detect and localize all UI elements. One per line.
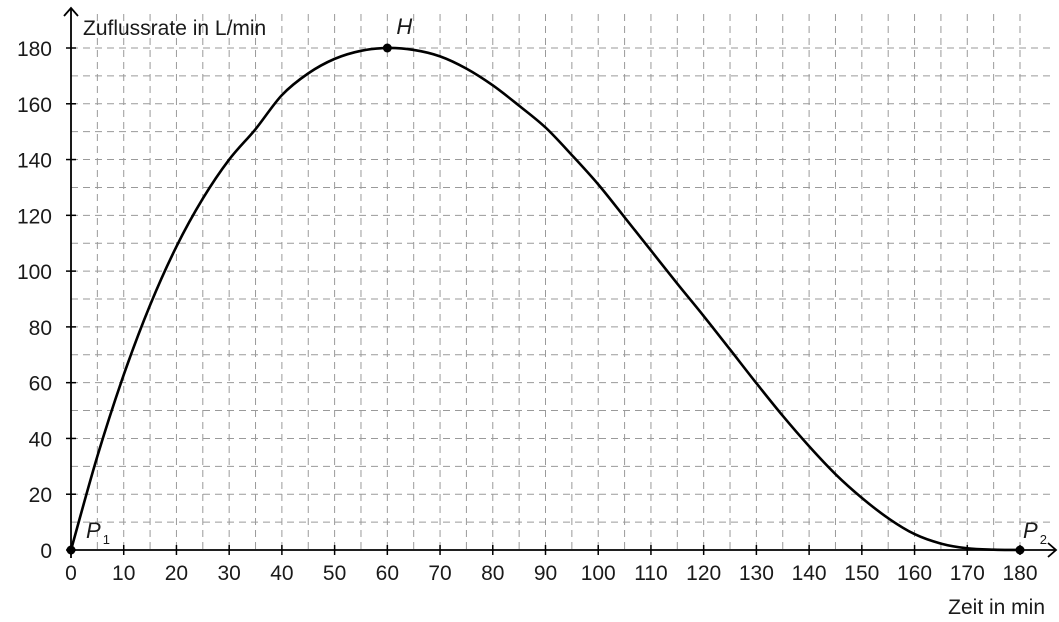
y-tick-label: 160 — [17, 94, 52, 117]
x-tick-label: 140 — [792, 562, 827, 585]
x-tick-label: 40 — [270, 562, 293, 585]
y-tick-label: 140 — [17, 150, 52, 173]
x-axis-label: Zeit in min — [948, 596, 1045, 619]
x-tick-label: 60 — [376, 562, 399, 585]
y-tick-labels: 0 20 40 60 80 100 120 140 160 180 — [17, 38, 52, 563]
x-tick-label: 150 — [844, 562, 879, 585]
x-tick-label: 170 — [950, 562, 985, 585]
x-tick-label: 10 — [112, 562, 135, 585]
x-tick-label: 70 — [428, 562, 451, 585]
x-tick-label: 90 — [534, 562, 557, 585]
y-axis-arrow — [63, 6, 79, 17]
y-axis-label: Zuflussrate in L/min — [83, 17, 266, 40]
x-tick-label: 160 — [897, 562, 932, 585]
point-label: H — [396, 14, 412, 39]
x-tick-label: 50 — [323, 562, 346, 585]
point-marker — [1015, 545, 1025, 555]
x-tick-label: 100 — [581, 562, 616, 585]
y-tick-label: 80 — [29, 317, 52, 340]
series-line — [69, 46, 1022, 552]
x-tick-label: 30 — [217, 562, 240, 585]
point-label-subscript: 1 — [103, 532, 110, 547]
point-label-subscript: 2 — [1040, 532, 1047, 547]
x-tick-label: 120 — [686, 562, 721, 585]
y-tick-label: 120 — [17, 205, 52, 228]
x-tick-label: 110 — [634, 562, 667, 585]
x-tick-label: 130 — [739, 562, 774, 585]
y-tick-label: 40 — [29, 428, 52, 451]
x-tick-label: 180 — [1002, 562, 1037, 585]
x-tick-label: 80 — [481, 562, 504, 585]
point-marker — [66, 545, 76, 555]
grid — [71, 14, 1052, 550]
y-tick-label: 20 — [29, 484, 52, 507]
marked-points: P 1HP 2 — [66, 14, 1047, 555]
x-tick-label: 20 — [165, 562, 188, 585]
point-marker — [382, 43, 392, 53]
axes — [63, 6, 1058, 558]
y-tick-label: 0 — [40, 540, 52, 563]
x-tick-label: 0 — [65, 562, 77, 585]
y-tick-label: 180 — [17, 38, 52, 61]
x-tick-labels: 0 10 20 30 40 50 60 70 80 90 100 110 120 130 140 150 160… — [65, 562, 1037, 585]
y-tick-label: 60 — [29, 373, 52, 396]
x-axis-arrow — [1047, 542, 1058, 558]
y-tick-label: 100 — [17, 261, 52, 284]
